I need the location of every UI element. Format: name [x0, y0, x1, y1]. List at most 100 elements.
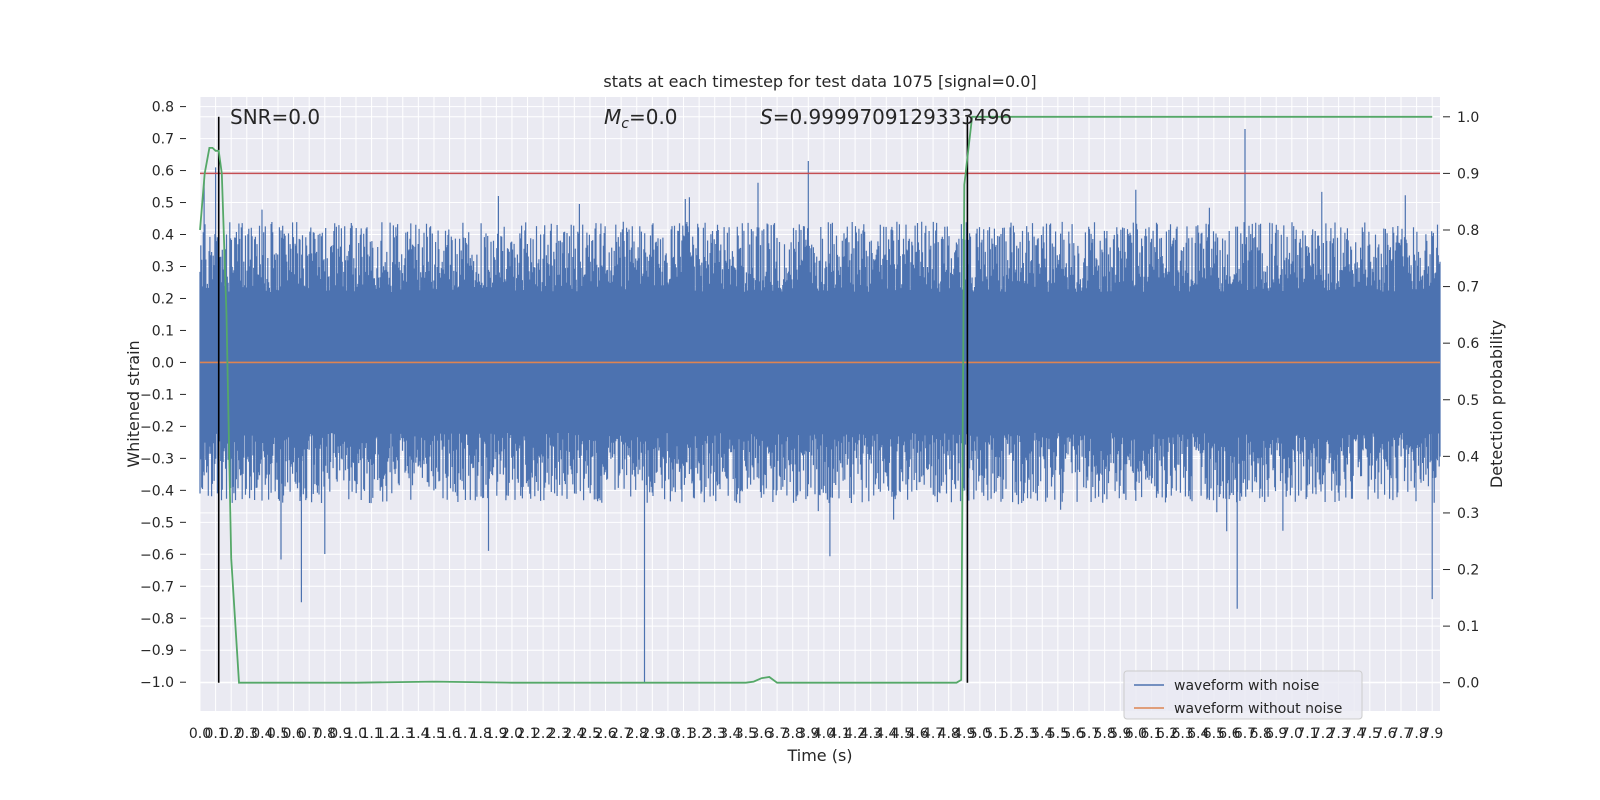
y2-tick-label: 1.0	[1457, 110, 1479, 126]
y2-axis-ticks: 1.0 0.9 0.8 0.7 0.6 0.5 0.4 0.3 0.2 0.1 0.0	[1443, 110, 1479, 692]
x-tick-label: 2.8	[626, 726, 648, 742]
x-tick-label: 1.1	[360, 726, 382, 742]
x-tick-label: 4.1	[828, 726, 850, 742]
x-tick-label: 2.9	[641, 726, 663, 742]
x-tick-label: 0.0	[189, 726, 211, 742]
x-tick-label: 6.5	[1203, 726, 1225, 742]
x-tick-label: 3.9	[797, 726, 819, 742]
x-tick-label: 7.5	[1359, 726, 1381, 742]
y-tick-label: −1.0	[140, 675, 174, 691]
x-tick-label: 7.6	[1374, 726, 1396, 742]
chart-title: stats at each timestep for test data 107…	[603, 72, 1036, 91]
mc-value: =0.0	[629, 105, 678, 129]
x-tick-label: 5.5	[1047, 726, 1069, 742]
mc-subscript: c	[621, 116, 629, 132]
x-tick-label: 7.7	[1390, 726, 1412, 742]
y-tick-label: 0.7	[152, 132, 174, 148]
y-tick-label: −0.9	[140, 643, 174, 659]
x-tick-label: 6.2	[1156, 726, 1178, 742]
x-tick-label: 6.6	[1218, 726, 1240, 742]
y-tick-label: 0.8	[152, 100, 174, 116]
x-tick-label: 2.2	[532, 726, 554, 742]
x-tick-label: 6.8	[1249, 726, 1271, 742]
x-tick-label: 5.8	[1094, 726, 1116, 742]
x-tick-label: 4.6	[906, 726, 928, 742]
x-tick-label: 5.7	[1078, 726, 1100, 742]
x-tick-label: 5.1	[984, 726, 1006, 742]
x-tick-label: 2.1	[516, 726, 538, 742]
y-tick-label: −0.4	[140, 483, 174, 499]
y2-tick-label: 0.2	[1457, 563, 1479, 579]
x-tick-label: 6.1	[1140, 726, 1162, 742]
x-tick-label: 3.0	[657, 726, 679, 742]
x-tick-label: 4.4	[875, 726, 897, 742]
snr-annotation: SNR=0.0	[230, 105, 320, 129]
x-tick-label: 4.2	[844, 726, 866, 742]
x-tick-label: 2.0	[501, 726, 523, 742]
x-tick-label: 6.9	[1265, 726, 1287, 742]
x-tick-label: 0.7	[298, 726, 320, 742]
detection-probability-line	[199, 115, 1433, 684]
x-tick-label: 3.6	[750, 726, 772, 742]
y-axis-ticks: 0.8 0.7 0.6 0.5 0.4 0.3 0.2 0.1 0.0 −0.1 −0.2 −0.3 −…	[140, 100, 186, 691]
x-tick-label: 1.5	[423, 726, 445, 742]
x-tick-label: 0.1	[204, 726, 226, 742]
x-tick-label: 4.8	[938, 726, 960, 742]
x-tick-label: 0.2	[220, 726, 242, 742]
y-tick-label: 0.1	[152, 323, 174, 339]
legend-box	[1123, 670, 1363, 720]
y2-axis-label: Detection probability	[1487, 320, 1506, 488]
y-tick-label: 0.5	[152, 196, 174, 212]
y2-tick-label: 0.5	[1457, 393, 1479, 409]
x-tick-label: 6.7	[1234, 726, 1256, 742]
y2-tick-label: 0.4	[1457, 449, 1479, 465]
x-tick-label: 7.0	[1281, 726, 1303, 742]
x-tick-label: 6.4	[1187, 726, 1209, 742]
x-tick-label: 6.0	[1125, 726, 1147, 742]
y-tick-label: 0.0	[152, 355, 174, 371]
x-tick-label: 3.8	[782, 726, 804, 742]
y2-tick-label: 0.0	[1457, 676, 1479, 692]
x-tick-label: 4.9	[953, 726, 975, 742]
y2-tick-label: 0.6	[1457, 336, 1479, 352]
s-value: =0.9999709129333496	[773, 105, 1012, 129]
x-tick-label: 7.3	[1327, 726, 1349, 742]
x-tick-label: 5.6	[1062, 726, 1084, 742]
y2-tick-label: 0.8	[1457, 223, 1479, 239]
y2-tick-label: 0.7	[1457, 280, 1479, 296]
x-axis-ticks: 0.00.10.20.30.40.50.60.70.80.91.01.11.21…	[189, 726, 1443, 742]
y-tick-label: −0.7	[140, 579, 174, 595]
x-tick-label: 0.3	[236, 726, 258, 742]
legend: waveform with noise waveform without noi…	[1123, 670, 1363, 720]
x-tick-label: 0.8	[314, 726, 336, 742]
x-tick-label: 6.3	[1172, 726, 1194, 742]
x-tick-label: 3.4	[719, 726, 741, 742]
x-tick-label: 4.7	[922, 726, 944, 742]
x-tick-label: 1.4	[407, 726, 429, 742]
x-tick-label: 3.5	[735, 726, 757, 742]
x-tick-label: 0.6	[282, 726, 304, 742]
x-tick-label: 3.1	[672, 726, 694, 742]
y2-tick-label: 0.9	[1457, 166, 1479, 182]
x-tick-label: 7.9	[1421, 726, 1443, 742]
x-tick-label: 2.6	[594, 726, 616, 742]
legend-label-clean: waveform without noise	[1174, 701, 1342, 717]
x-tick-label: 2.7	[610, 726, 632, 742]
y-tick-label: −0.1	[140, 387, 174, 403]
y2-tick-label: 0.3	[1457, 506, 1479, 522]
x-tick-label: 5.2	[1000, 726, 1022, 742]
x-tick-label: 3.2	[688, 726, 710, 742]
event-lines	[217, 116, 969, 683]
y-tick-label: 0.2	[152, 291, 174, 307]
x-tick-label: 4.3	[860, 726, 882, 742]
x-tick-label: 1.0	[345, 726, 367, 742]
s-annotation: S=0.9999709129333496	[760, 105, 1012, 129]
x-tick-label: 3.7	[766, 726, 788, 742]
x-tick-label: 1.9	[485, 726, 507, 742]
x-tick-label: 0.5	[267, 726, 289, 742]
x-tick-label: 5.3	[1016, 726, 1038, 742]
x-tick-label: 1.6	[438, 726, 460, 742]
mc-symbol: M	[604, 105, 621, 129]
y-tick-label: −0.3	[140, 451, 174, 467]
y-tick-label: −0.2	[140, 419, 174, 435]
